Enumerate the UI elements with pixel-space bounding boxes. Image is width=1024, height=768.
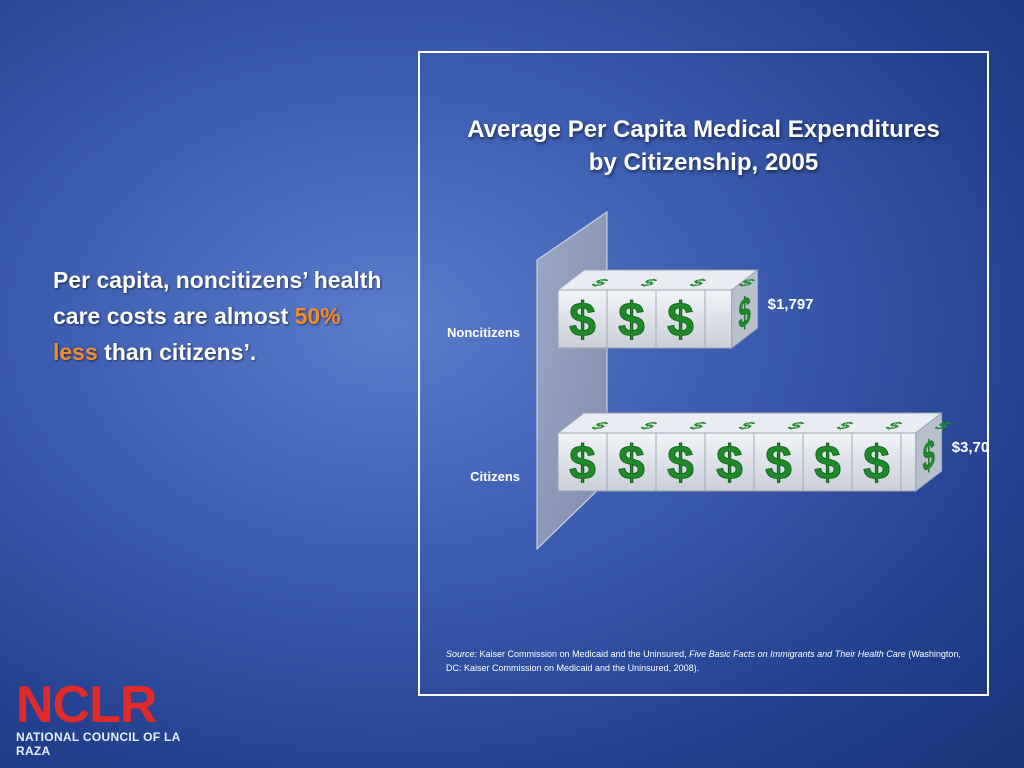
cube-dollar-icon: $ <box>569 437 596 490</box>
cube-dollar-icon: $ <box>716 437 743 490</box>
bar-citizens: $$$$$$$$$$$$$$$$ <box>556 411 956 493</box>
cube-dollar-icon: $ <box>667 437 694 490</box>
value-label-citizens: $3,702 <box>952 439 987 456</box>
value-label-noncitizens: $1,797 <box>768 296 814 313</box>
logo-wordmark: NCLR <box>16 676 157 734</box>
cube-top-dollar-icon: $ <box>684 277 711 288</box>
cube-top-dollar-icon: $ <box>586 420 613 431</box>
cube-side-dollar-icon: $ <box>923 429 935 482</box>
bar-citizens-front <box>557 432 917 492</box>
logo-subtitle: NATIONAL COUNCIL OF LA RAZA <box>16 730 181 758</box>
chart-title-line-2: by Citizenship, 2005 <box>588 149 819 176</box>
bar-noncitizens: $$$$$$$$ <box>556 268 760 350</box>
cube-top-dollar-icon: $ <box>831 420 858 431</box>
cube-top-dollar-icon: $ <box>733 277 760 288</box>
lead-text-end: than citizens’. <box>97 339 257 365</box>
cube-top-dollar-icon: $ <box>929 420 956 431</box>
category-label-citizens: Citizens <box>470 469 520 484</box>
cube-dollar-icon: $ <box>618 437 645 490</box>
cube-top-dollar-icon: $ <box>684 420 711 431</box>
chart-back-wall <box>536 211 608 551</box>
cube-dollar-icon: $ <box>667 294 694 347</box>
cube-top-dollar-icon: $ <box>635 277 662 288</box>
nclr-logo: NCLR NATIONAL COUNCIL OF LA RAZA <box>16 676 216 758</box>
chart-panel: Average Per Capita Medical Expenditures … <box>418 51 989 696</box>
cube-top-dollar-icon: $ <box>586 277 613 288</box>
cube-side-dollar-icon: $ <box>739 286 751 339</box>
lead-text-start: Per capita, noncitizens’ health care cos… <box>53 267 382 329</box>
chart-title-line-1: Average Per Capita Medical Expenditures <box>467 116 940 143</box>
source-org: Kaiser Commission on Medicaid and the Un… <box>477 649 690 659</box>
chart-plot: $$$$$$$$Noncitizens$1,797$$$$$$$$$$$$$$$… <box>447 211 987 551</box>
bar-noncitizens-front <box>557 289 733 349</box>
cube-top-dollar-icon: $ <box>782 420 809 431</box>
cube-top-dollar-icon: $ <box>880 420 907 431</box>
cube-dollar-icon: $ <box>765 437 792 490</box>
cube-dollar-icon: $ <box>618 294 645 347</box>
slide-lead-text: Per capita, noncitizens’ health care cos… <box>53 262 383 370</box>
source-publication: Five Basic Facts on Immigrants and Their… <box>689 649 906 659</box>
cube-top-dollar-icon: $ <box>635 420 662 431</box>
source-rest: (Washington, DC: Kaiser Commission on Me… <box>446 649 961 673</box>
source-note: Source: Kaiser Commission on Medicaid an… <box>446 647 966 675</box>
cube-dollar-icon: $ <box>863 437 890 490</box>
chart-title: Average Per Capita Medical Expenditures … <box>420 113 987 179</box>
category-label-noncitizens: Noncitizens <box>447 325 520 340</box>
cube-dollar-icon: $ <box>569 294 596 347</box>
cube-dollar-icon: $ <box>814 437 841 490</box>
cube-top-dollar-icon: $ <box>733 420 760 431</box>
source-label: Source: <box>446 649 478 659</box>
lead-text-highlight: 50% less <box>53 303 341 365</box>
